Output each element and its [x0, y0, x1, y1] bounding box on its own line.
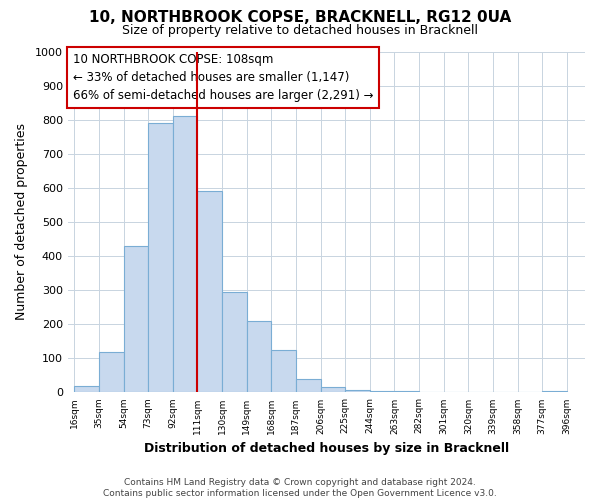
- Bar: [222, 292, 247, 392]
- Text: Size of property relative to detached houses in Bracknell: Size of property relative to detached ho…: [122, 24, 478, 37]
- Bar: [271, 350, 296, 393]
- Text: Contains HM Land Registry data © Crown copyright and database right 2024.
Contai: Contains HM Land Registry data © Crown c…: [103, 478, 497, 498]
- Bar: [148, 123, 173, 392]
- Bar: [542, 390, 567, 392]
- Y-axis label: Number of detached properties: Number of detached properties: [15, 124, 28, 320]
- Bar: [99, 352, 124, 393]
- Bar: [74, 386, 99, 392]
- Bar: [370, 390, 394, 392]
- Bar: [173, 116, 197, 392]
- Bar: [296, 379, 320, 392]
- Text: 10, NORTHBROOK COPSE, BRACKNELL, RG12 0UA: 10, NORTHBROOK COPSE, BRACKNELL, RG12 0U…: [89, 10, 511, 25]
- Bar: [197, 192, 222, 392]
- Bar: [247, 321, 271, 392]
- Bar: [124, 246, 148, 392]
- Bar: [345, 390, 370, 392]
- X-axis label: Distribution of detached houses by size in Bracknell: Distribution of detached houses by size …: [144, 442, 509, 455]
- Bar: [320, 388, 345, 392]
- Text: 10 NORTHBROOK COPSE: 108sqm
← 33% of detached houses are smaller (1,147)
66% of : 10 NORTHBROOK COPSE: 108sqm ← 33% of det…: [73, 53, 373, 102]
